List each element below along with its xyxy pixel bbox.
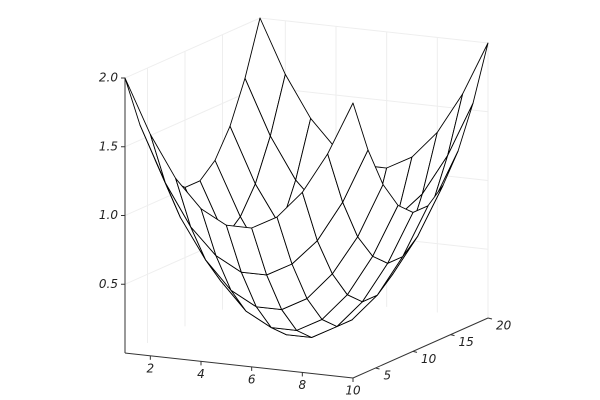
y-tick bbox=[450, 334, 455, 337]
x-tick-label: 4 bbox=[197, 367, 205, 381]
x-tick-label: 2 bbox=[147, 361, 155, 375]
surface-patch bbox=[124, 77, 166, 184]
x-tick-label: 8 bbox=[299, 378, 307, 392]
y-tick bbox=[487, 317, 493, 320]
surface-patch bbox=[327, 102, 369, 203]
surface-patch bbox=[447, 42, 489, 156]
z-tick-label: 0.5 bbox=[99, 277, 118, 291]
y-tick bbox=[375, 367, 380, 370]
y-tick bbox=[412, 350, 418, 353]
y-tick-label: 10 bbox=[421, 352, 437, 366]
z-tick-label: 1.5 bbox=[99, 139, 118, 153]
grid-line bbox=[124, 17, 489, 79]
y-tick-label: 5 bbox=[384, 369, 392, 383]
z-tick-label: 2.0 bbox=[99, 71, 118, 85]
x-tick-label: 10 bbox=[345, 384, 361, 398]
x-axis bbox=[124, 352, 354, 379]
y-tick-label: 15 bbox=[459, 335, 474, 349]
z-tick-label: 1.0 bbox=[99, 208, 118, 222]
x-tick-label: 6 bbox=[248, 372, 256, 386]
y-tick-label: 20 bbox=[496, 319, 512, 333]
